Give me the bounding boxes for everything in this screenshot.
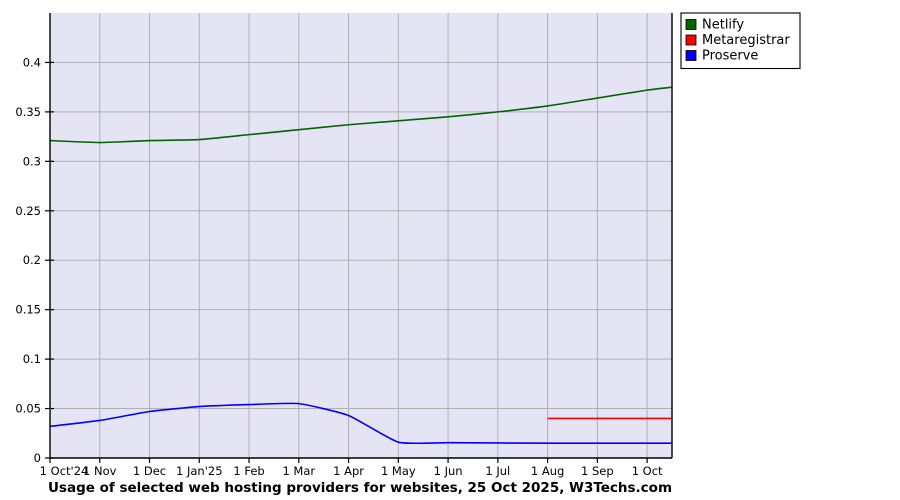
legend-box <box>680 12 801 70</box>
x-tick-label: 1 Oct'24 <box>40 464 89 478</box>
legend-label-proserve[interactable]: Proserve <box>702 49 758 64</box>
y-tick-label: 0.3 <box>23 154 41 168</box>
y-tick-label: 0 <box>34 451 41 465</box>
y-tick-label: 0.15 <box>15 303 41 317</box>
series-line-proserve <box>49 402 672 445</box>
y-tick-label: 0.1 <box>23 352 41 366</box>
y-tick-label: 0.35 <box>15 105 41 119</box>
x-tick-label: 1 Mar <box>282 464 315 478</box>
x-tick-label: 1 Apr <box>333 464 364 478</box>
y-tick-label: 0.4 <box>23 55 41 69</box>
y-tick-label: 0.25 <box>15 204 41 218</box>
x-tick-label: 1 Feb <box>233 464 264 478</box>
x-tick-label: 1 Sep <box>581 464 614 478</box>
grid-lines <box>50 13 672 458</box>
y-tick-label: 0.2 <box>23 253 41 267</box>
x-axis-ticks: 1 Oct'241 Nov 1 Dec 1 Jan'25 1 Feb 1 Mar 1 Ap… <box>40 458 663 478</box>
series-lines <box>49 86 673 445</box>
x-tick-label: 1 Oct <box>632 464 663 478</box>
y-axis-ticks: 0 0.05 0.1 0.15 0.2 0.25 0.3 0.35 0.4 <box>15 55 54 465</box>
x-tick-label: 1 Nov <box>83 464 117 478</box>
series-line-netlify <box>49 86 673 144</box>
x-tick-label: 1 Jan'25 <box>176 464 223 478</box>
legend-swatch-netlify[interactable] <box>685 19 697 30</box>
chart-caption: Usage of selected web hosting providers … <box>48 480 672 496</box>
x-tick-label: 1 Dec <box>133 464 166 478</box>
legend-label-metaregistrar[interactable]: Metaregistrar <box>702 33 790 48</box>
legend-swatch-metaregistrar[interactable] <box>685 34 697 46</box>
x-tick-label: 1 Aug <box>531 464 564 478</box>
plot-background <box>50 13 672 458</box>
x-tick-label: 1 Jul <box>485 464 510 478</box>
axis-lines <box>49 13 673 459</box>
y-tick-label: 0.05 <box>15 402 41 416</box>
legend-swatch-proserve[interactable] <box>685 50 697 61</box>
x-tick-label: 1 May <box>381 464 416 478</box>
legend-label-netlify[interactable]: Netlify <box>702 18 744 33</box>
x-tick-label: 1 Jun <box>434 464 463 478</box>
